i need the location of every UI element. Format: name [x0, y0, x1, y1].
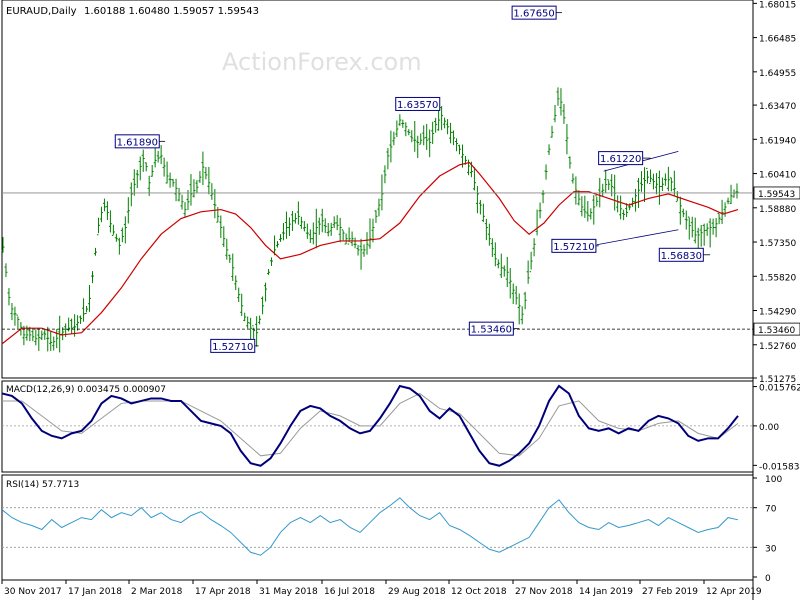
x-tick-label: 29 Aug 2018 [388, 587, 446, 597]
x-tick-label: 30 Nov 2017 [4, 587, 62, 597]
annotation-box [395, 96, 441, 111]
panel-frames [1, 0, 754, 600]
x-tick-label: 31 May 2018 [259, 587, 318, 597]
annotation-box [468, 321, 514, 336]
price-panel: EURAUD,Daily 1.60188 1.60480 1.59057 1.59… [1, 5, 753, 353]
annotation-box [511, 5, 557, 20]
annotation-box [551, 238, 597, 253]
price-ytick-label: 1.61940 [759, 136, 796, 146]
price-ytick-label: 1.63470 [759, 102, 796, 112]
x-tick-label: 12 Apr 2019 [706, 587, 762, 597]
macd-ytick-label: 0.015762 [759, 384, 800, 394]
price-ytick-label: 1.64955 [759, 69, 796, 79]
annotation-box [210, 338, 256, 353]
x-tick-label: 14 Jan 2019 [579, 587, 633, 597]
trendline [596, 229, 679, 246]
macd-ytick-label: -0.015834 [759, 462, 800, 472]
current-price-tag-label: 1.59543 [758, 190, 795, 200]
annotation-label: 1.53460 [471, 325, 512, 336]
moving-average-line [1, 161, 739, 345]
ohlc-header: 1.60188 1.60480 1.59057 1.59543 [84, 6, 259, 17]
macd-line [1, 384, 739, 467]
price-ytick-label: 1.51275 [759, 375, 796, 385]
x-tick-label: 27 Feb 2019 [642, 587, 698, 597]
annotation-label: 1.52710 [212, 342, 253, 353]
rsi-frame [1, 474, 754, 581]
macd-ytick-label: 0.00 [759, 423, 779, 433]
annotation-box [658, 247, 704, 262]
annotation-label: 1.57210 [553, 242, 594, 253]
rsi-ytick-label: 0 [765, 574, 771, 584]
rsi-ytick-label: 100 [765, 475, 782, 485]
x-tick-label: 2 Mar 2018 [131, 587, 183, 597]
annotation-label: 1.61220 [600, 154, 641, 165]
annotation-label: 1.63570 [397, 100, 438, 111]
current-price-tag-box [753, 186, 800, 200]
price-ytick-label: 1.57350 [759, 239, 796, 249]
x-tick-label: 17 Apr 2018 [195, 587, 251, 597]
annotation-box [598, 151, 644, 166]
macd-signal-line [2, 392, 739, 457]
price-ytick-label: 1.60410 [759, 171, 796, 181]
rsi-line [1, 497, 739, 556]
price-ytick-label: 1.54290 [759, 308, 796, 318]
price-ytick-label: 1.58880 [759, 205, 796, 215]
x-tick-label: 16 Jul 2018 [324, 587, 375, 597]
annotation-label: 1.61890 [117, 137, 158, 148]
price-frame [1, 0, 754, 379]
watermark-text: ActionForex.com [222, 48, 422, 76]
price-title: EURAUD,Daily [6, 6, 77, 17]
price-ytick-label: 1.55820 [759, 273, 796, 283]
annotation-box [114, 134, 160, 149]
x-tick-label: 17 Jan 2018 [68, 587, 122, 597]
macd-panel: MACD(12,26,9) 0.003475 0.000907 [1, 384, 753, 467]
macd-title: MACD(12,26,9) 0.003475 0.000907 [6, 385, 166, 395]
x-tick-label: 12 Oct 2018 [451, 587, 507, 597]
price-ytick-label: 1.68015 [759, 0, 796, 10]
rsi-title: RSI(14) 57.7713 [6, 480, 79, 490]
watermark-layer: ActionForex.com [222, 48, 422, 76]
x-tick-label: 27 Nov 2018 [515, 587, 573, 597]
ohlc-bars [1, 87, 739, 353]
rsi-ytick-label: 30 [765, 544, 777, 554]
rsi-panel: RSI(14) 57.7713 [1, 480, 753, 556]
support-price-tag-box [753, 322, 800, 336]
price-ytick-label: 1.52760 [759, 342, 796, 352]
price-ytick-label: 1.66485 [759, 35, 796, 45]
support-price-tag-label: 1.53460 [758, 326, 795, 336]
rsi-ytick-label: 70 [765, 505, 777, 515]
macd-frame [1, 380, 754, 473]
annotation-label: 1.56830 [661, 251, 702, 262]
annotation-label: 1.67650 [513, 9, 554, 20]
